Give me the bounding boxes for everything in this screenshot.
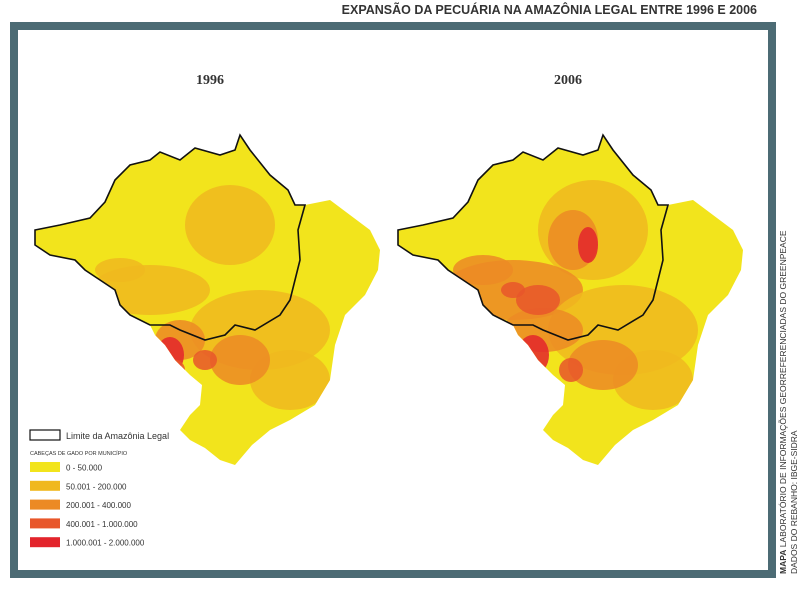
legend-label: 0 - 50.000 [66,464,103,473]
legend-swatch [30,518,60,529]
legend-swatch [30,480,60,491]
legend-label: 200.001 - 400.000 [66,501,131,510]
density-area [516,285,560,315]
boundary-swatch [29,429,61,441]
density-area [210,335,270,385]
amazonia-boundary [397,133,670,341]
credit: MAPA LABORATÓRIO DE INFORMAÇÕES GEORREFE… [778,230,788,574]
density-area [578,227,598,263]
density-area [250,350,330,410]
density-area [517,335,549,375]
density-area [156,337,184,373]
credit-label: MAPA [778,550,788,574]
credit-text: LABORATÓRIO DE INFORMAÇÕES GEORREFERENCI… [778,230,788,547]
legend-swatch [30,462,60,472]
choropleth [35,135,380,465]
choropleth [398,135,743,465]
legend-heading: CABEÇAS DE GADO POR MUNICÍPIO [30,450,128,457]
density-area [165,360,185,380]
density-area [193,350,217,370]
legend-swatch [30,499,60,510]
amazonia-boundary [34,133,307,341]
map-year: 1996 [196,73,224,88]
map-2006 [397,133,743,465]
legend-label: 400.001 - 1.000.000 [66,520,138,529]
legend-label: Limite da Amazônia Legal [66,431,169,441]
credit-source: DADOS DO REBANHO: IBGE-SIDRA [789,430,799,574]
legend: Limite da Amazônia Legal CABEÇAS DE GADO… [29,429,169,548]
title: EXPANSÃO DA PECUÁRIA NA AMAZÔNIA LEGAL E… [342,2,757,17]
legend-label: 50.001 - 200.000 [66,482,127,491]
density-area [185,185,275,265]
frame [10,22,776,578]
density-area [453,255,513,285]
legend-swatch [30,537,60,548]
density-area [501,282,525,298]
density-area [568,340,638,390]
density-area [95,258,145,282]
map-1996 [34,133,380,465]
legend-label: 1.000.001 - 2.000.000 [66,539,145,548]
density-area [559,358,583,382]
map-year: 2006 [554,73,582,88]
